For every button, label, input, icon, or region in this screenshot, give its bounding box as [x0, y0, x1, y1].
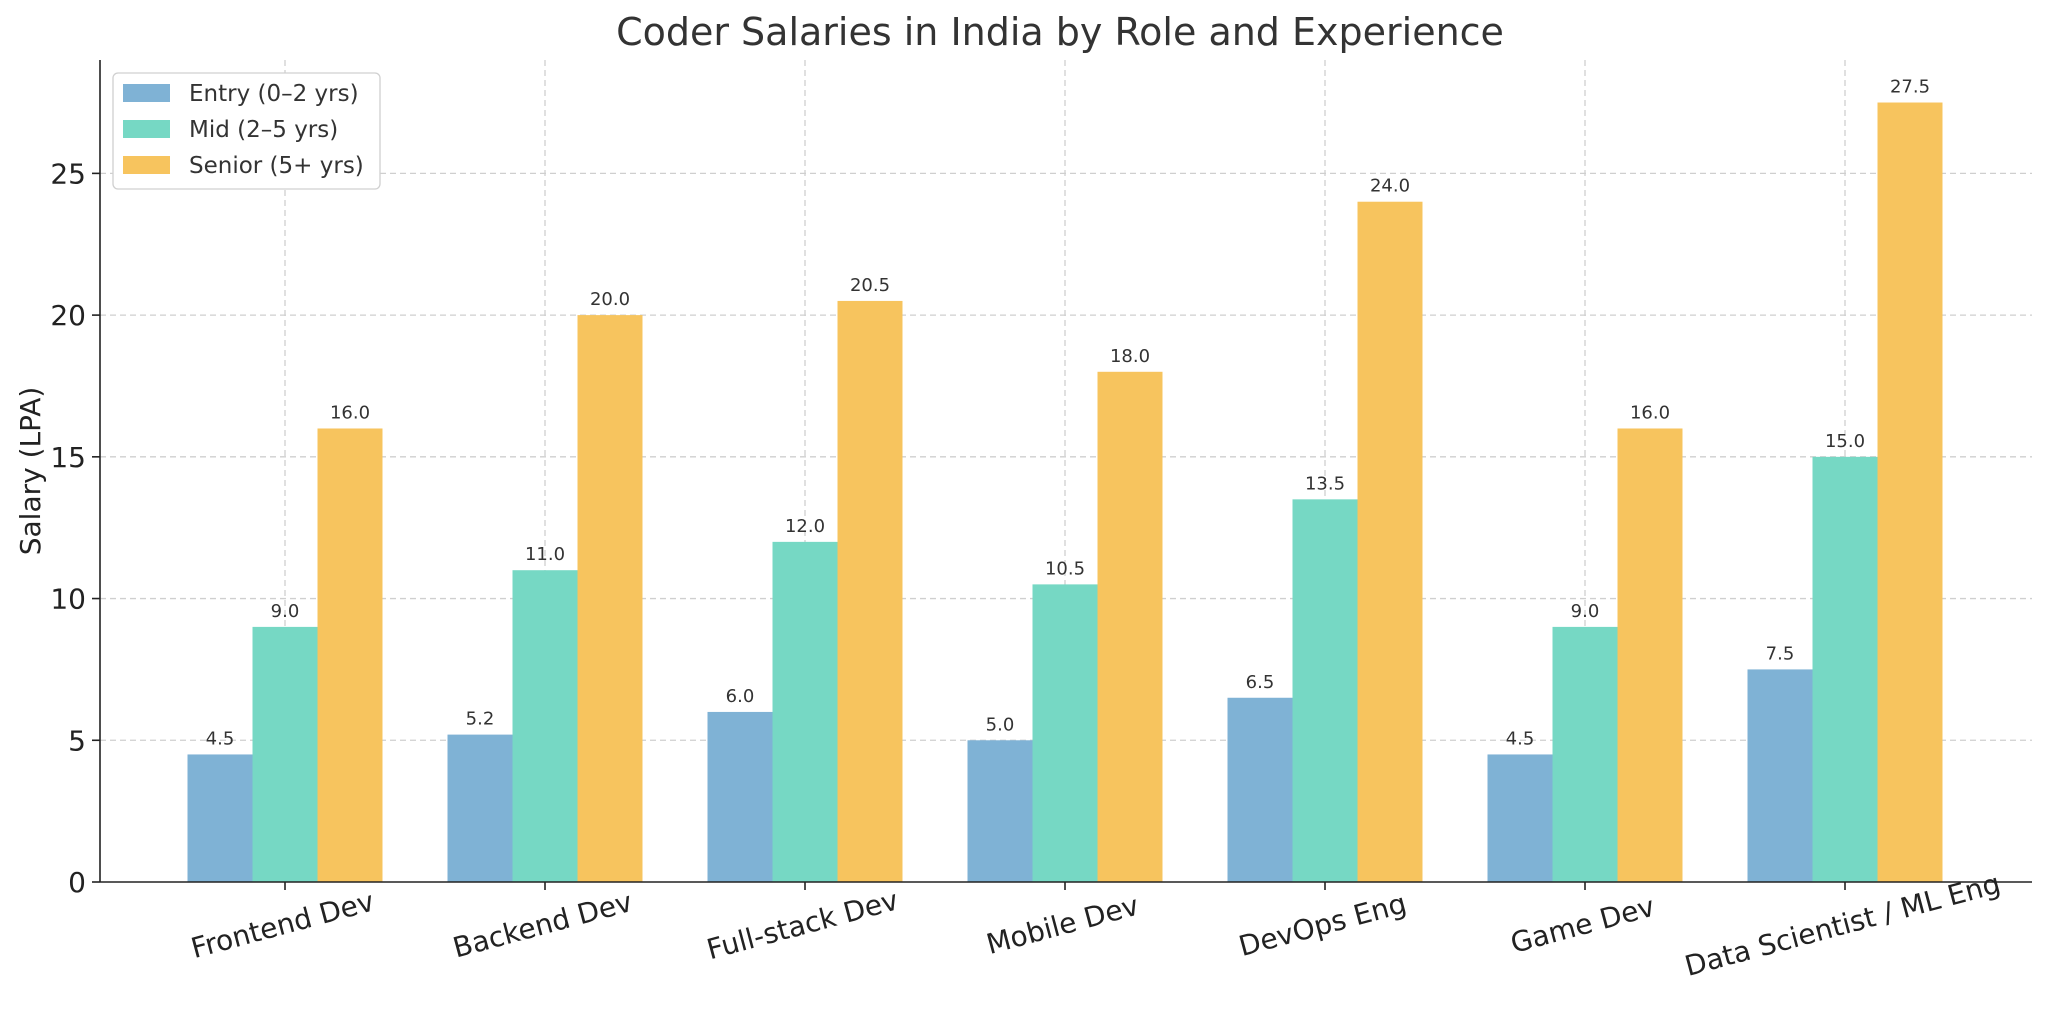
bar — [577, 315, 643, 882]
bar-value-label: 12.0 — [785, 516, 825, 537]
bar — [772, 541, 838, 882]
bar — [707, 711, 773, 882]
value-labels: 4.5 5.2 6.0 5.0 6.5 4.5 7.5 9.0 11.0 12.0 10.5 13.5… — [206, 77, 1930, 750]
bar — [967, 740, 1033, 882]
bar — [1877, 102, 1943, 883]
bar — [1552, 626, 1618, 882]
y-tick-label: 0 — [68, 866, 86, 899]
bar — [1617, 428, 1683, 882]
legend-swatch — [123, 84, 170, 102]
bar-value-label: 27.5 — [1890, 77, 1930, 98]
x-category-label: Backend Dev — [449, 885, 635, 964]
bar-value-label: 5.2 — [466, 709, 495, 730]
bar — [1812, 456, 1878, 882]
bar-value-label: 5.0 — [986, 714, 1015, 735]
legend-label: Senior (5+ yrs) — [189, 153, 364, 179]
bar-value-label: 6.5 — [1246, 672, 1275, 693]
bar-value-label: 7.5 — [1766, 643, 1795, 664]
axes — [99, 60, 2032, 883]
bar-value-label: 4.5 — [1506, 728, 1535, 749]
legend-label: Mid (2–5 yrs) — [189, 117, 338, 143]
legend-label: Entry (0–2 yrs) — [189, 81, 359, 107]
bar — [1227, 697, 1293, 882]
y-tick-label: 15 — [50, 441, 86, 474]
bar-value-label: 9.0 — [271, 601, 300, 622]
x-category-label: DevOps Eng — [1235, 887, 1410, 963]
chart-title: Coder Salaries in India by Role and Expe… — [616, 10, 1504, 54]
bar-value-label: 6.0 — [726, 686, 755, 707]
bar-value-label: 4.5 — [206, 728, 235, 749]
y-tick-label: 5 — [68, 724, 86, 757]
bar — [447, 734, 513, 882]
y-tick-label: 20 — [50, 299, 86, 332]
bar-value-label: 15.0 — [1825, 431, 1865, 452]
bar — [187, 754, 253, 882]
x-category-label: Mobile Dev — [983, 889, 1142, 961]
x-category-label: Frontend Dev — [188, 885, 378, 965]
bar-value-label: 9.0 — [1571, 601, 1600, 622]
x-category-label: Data Scientist / ML Eng — [1681, 867, 2004, 983]
x-category-label: Full-stack Dev — [703, 883, 901, 966]
y-axis-label: Salary (LPA) — [14, 387, 47, 556]
bar — [1032, 584, 1098, 882]
bar-value-label: 20.5 — [850, 275, 890, 296]
bar — [1747, 669, 1813, 882]
bar-value-label: 18.0 — [1110, 346, 1150, 367]
legend: Entry (0–2 yrs) Mid (2–5 yrs) Senior (5+ y… — [112, 72, 381, 190]
bar — [1357, 201, 1423, 883]
y-tick-label: 25 — [50, 157, 86, 190]
bar-value-label: 16.0 — [1630, 402, 1670, 423]
bars — [187, 102, 1943, 883]
bar — [252, 626, 318, 882]
bar-value-label: 16.0 — [330, 402, 370, 423]
bar — [317, 428, 383, 882]
bar — [1292, 499, 1358, 882]
bar — [1487, 754, 1553, 882]
bar-value-label: 20.0 — [590, 289, 630, 310]
bar-value-label: 10.5 — [1045, 558, 1085, 579]
bar — [1097, 371, 1163, 882]
legend-frame — [112, 72, 381, 190]
bar-value-label: 13.5 — [1305, 473, 1345, 494]
bar-value-label: 24.0 — [1370, 176, 1410, 197]
legend-swatch — [123, 156, 170, 174]
bar — [837, 300, 903, 882]
bar — [512, 570, 578, 882]
x-category-label: Game Dev — [1507, 890, 1658, 960]
legend-items: Entry (0–2 yrs) Mid (2–5 yrs) Senior (5+ y… — [123, 81, 364, 179]
y-tick-label: 10 — [50, 583, 86, 616]
bar-value-label: 11.0 — [525, 544, 565, 565]
legend-swatch — [123, 120, 170, 138]
